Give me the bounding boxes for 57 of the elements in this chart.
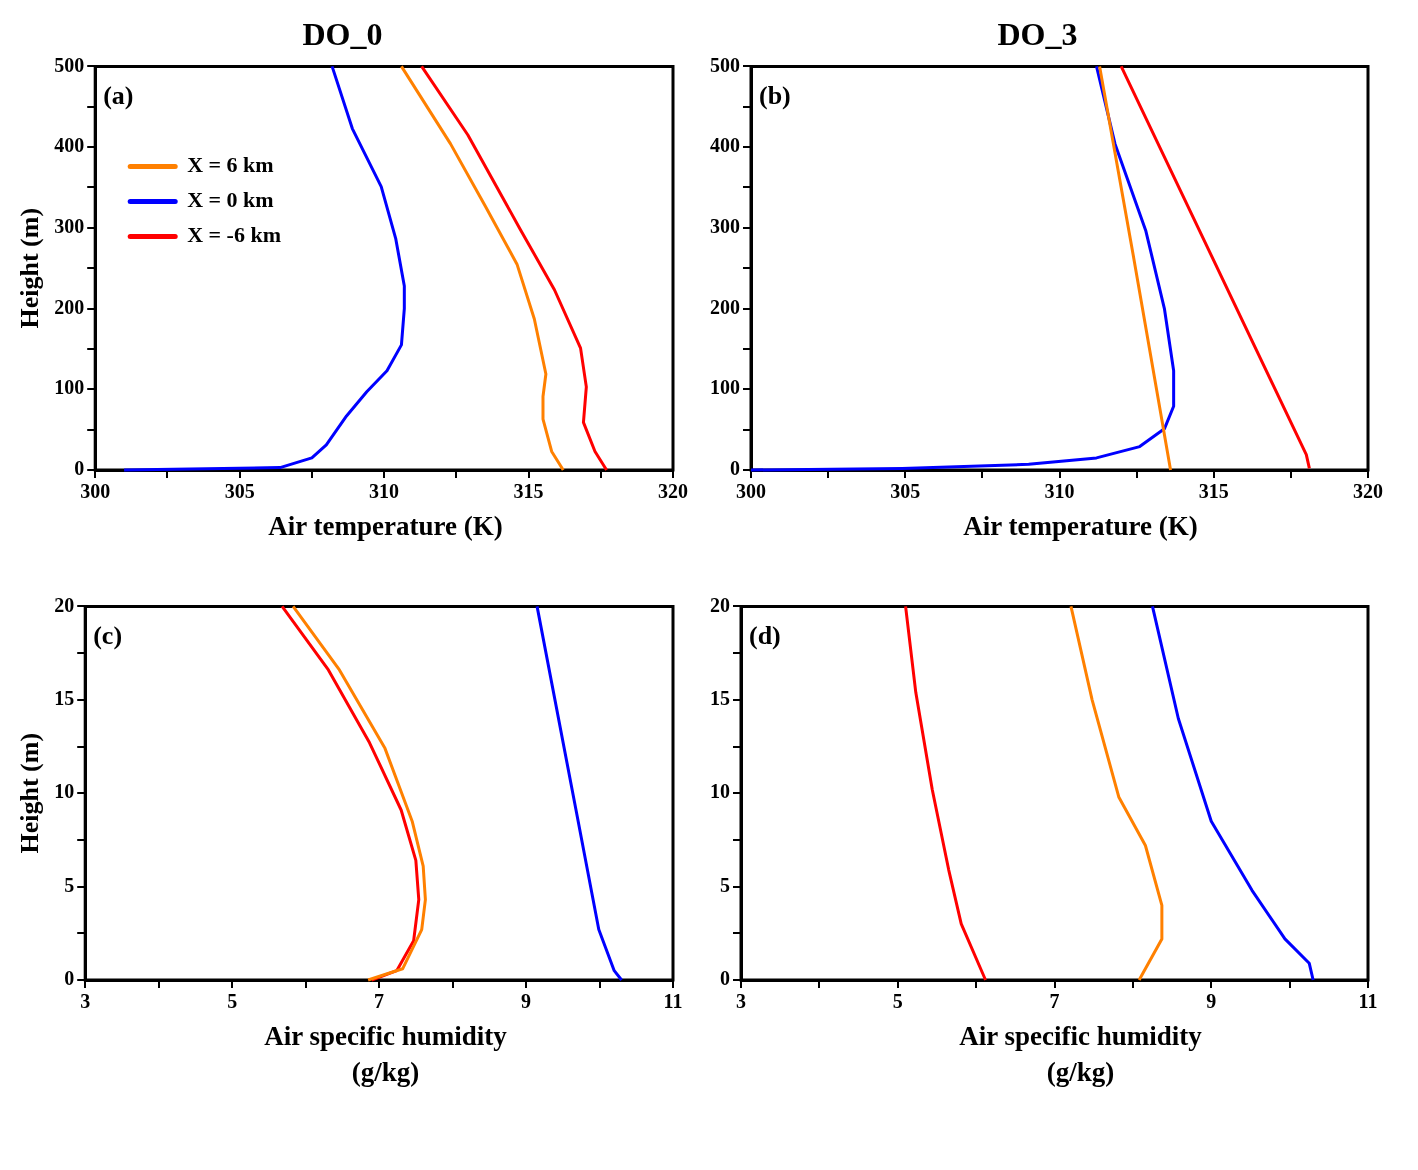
annotation: (b)	[759, 81, 791, 111]
chart-title: DO_3	[997, 16, 1078, 53]
y-tick-label: 100	[710, 376, 740, 399]
x-tick-label: 320	[658, 480, 688, 503]
x-tick-label: 11	[1358, 990, 1378, 1013]
x-tick-label: 11	[663, 990, 683, 1013]
x-axis-title: Air specific humidity (g/kg)	[263, 1020, 508, 1089]
y-tick-label: 20	[54, 593, 75, 616]
x-tick-label: 300	[80, 480, 111, 503]
x-tick-label: 7	[374, 990, 385, 1013]
y-tick-label: 10	[710, 780, 730, 803]
y-tick-label: 200	[54, 295, 85, 318]
y-tick-label: 0	[730, 457, 740, 480]
x-tick-label: 7	[1049, 990, 1060, 1013]
x-tick-label: 300	[736, 480, 766, 503]
y-tick-label: 500	[710, 53, 740, 76]
x-tick-label: 5	[227, 990, 238, 1013]
y-tick-label: 100	[54, 376, 85, 399]
y-tick-label: 200	[710, 295, 740, 318]
y-tick-label: 5	[64, 873, 75, 896]
y-tick-label: 400	[54, 134, 85, 157]
x-tick-label: 315	[1198, 480, 1229, 503]
x-tick-label: 315	[513, 480, 544, 503]
y-tick-label: 400	[710, 134, 740, 157]
x-tick-label: 305	[224, 480, 255, 503]
y-axis-title: Height (m)	[15, 207, 45, 329]
x-tick-label: 3	[80, 990, 91, 1013]
x-tick-label: 5	[892, 990, 903, 1013]
x-tick-label: 310	[1044, 480, 1075, 503]
chart-title: DO_0	[302, 16, 383, 53]
legend-label: X = 6 km	[187, 152, 274, 178]
y-tick-label: 0	[64, 967, 75, 990]
y-tick-label: 15	[54, 686, 75, 709]
legend-label: X = -6 km	[187, 222, 282, 248]
y-tick-label: 300	[54, 215, 85, 238]
x-tick-label: 305	[890, 480, 921, 503]
x-axis-title: Air temperature (K)	[268, 510, 503, 543]
legend-label: X = 0 km	[187, 187, 274, 213]
annotation: (c)	[93, 621, 123, 651]
y-tick-label: 0	[74, 457, 85, 480]
y-tick-label: 15	[710, 686, 730, 709]
y-tick-label: 500	[54, 53, 85, 76]
y-axis-title: Height (m)	[15, 732, 45, 854]
x-axis-title: Air temperature (K)	[963, 510, 1198, 543]
annotation: (a)	[103, 81, 134, 111]
x-axis-title: Air specific humidity (g/kg)	[958, 1020, 1203, 1089]
x-tick-label: 310	[369, 480, 400, 503]
x-tick-label: 9	[521, 990, 532, 1013]
y-tick-label: 5	[720, 873, 730, 896]
x-tick-label: 9	[1206, 990, 1217, 1013]
y-tick-label: 300	[710, 215, 740, 238]
y-tick-label: 10	[54, 780, 75, 803]
x-tick-label: 320	[1353, 480, 1383, 503]
annotation: (d)	[749, 621, 781, 651]
y-tick-label: 0	[720, 967, 730, 990]
x-tick-label: 3	[736, 990, 746, 1013]
y-tick-label: 20	[710, 593, 730, 616]
